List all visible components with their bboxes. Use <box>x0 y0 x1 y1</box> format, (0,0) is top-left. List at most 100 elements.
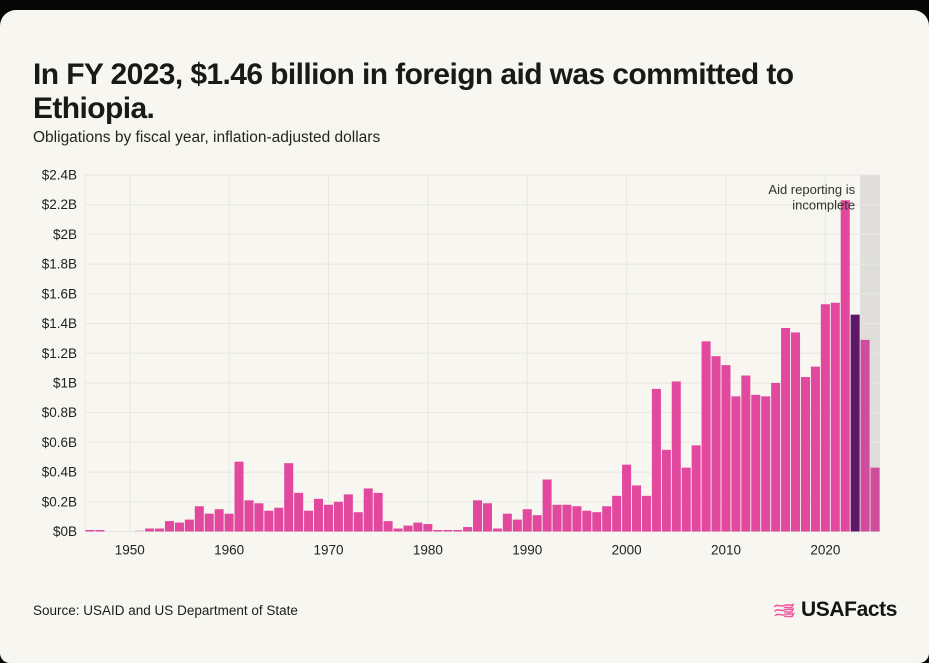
svg-text:$2.4B: $2.4B <box>42 168 77 183</box>
bar-chart: $0B $0.2B $0.4B $0.6B $0.8B $1B $1.2B $1.4B $1.6… <box>0 160 929 585</box>
bar-2018 <box>800 377 810 532</box>
bar-1989 <box>512 519 522 532</box>
svg-text:2000: 2000 <box>612 543 642 558</box>
bar-2007 <box>691 445 701 532</box>
bar-2020 <box>820 304 830 532</box>
bar-1970 <box>323 504 333 532</box>
bar-1973 <box>353 512 363 532</box>
svg-text:$0.4B: $0.4B <box>42 465 77 480</box>
bar-1963 <box>254 503 264 532</box>
svg-text:$1.8B: $1.8B <box>42 257 77 272</box>
svg-text:$1.6B: $1.6B <box>42 286 77 301</box>
bar-1953 <box>155 528 165 532</box>
bar-1985 <box>473 500 483 532</box>
svg-text:2010: 2010 <box>711 543 741 558</box>
svg-text:$0.6B: $0.6B <box>42 435 77 450</box>
page-title: In FY 2023, $1.46 billion in foreign aid… <box>33 58 794 125</box>
bar-2014 <box>761 396 771 532</box>
footer: Source: USAID and US Department of State… <box>33 596 897 624</box>
usafacts-wordmark: USAFacts <box>801 598 897 621</box>
bar-1990 <box>522 509 532 532</box>
bar-1979 <box>413 522 423 532</box>
bar-2009 <box>711 356 721 532</box>
svg-text:$0.8B: $0.8B <box>42 405 77 420</box>
bar-2008 <box>701 341 711 532</box>
bar-1991 <box>532 515 542 532</box>
bar-1965 <box>274 507 284 532</box>
bar-1984 <box>463 527 473 532</box>
bar-1956 <box>184 519 194 532</box>
bar-2016 <box>781 327 791 532</box>
bar-1962 <box>244 500 254 532</box>
bar-1951 <box>135 530 145 532</box>
bar-1960 <box>224 513 234 532</box>
gridlines <box>84 174 880 532</box>
bar-1999 <box>612 495 622 532</box>
bar-1968 <box>304 510 314 532</box>
svg-text:1980: 1980 <box>413 543 443 558</box>
bar-1993 <box>552 504 562 532</box>
bar-1971 <box>333 501 343 532</box>
bar-2006 <box>681 467 691 532</box>
bar-1955 <box>174 522 184 532</box>
svg-text:1990: 1990 <box>512 543 542 558</box>
bar-1947 <box>95 530 105 532</box>
bar-2004 <box>661 449 671 532</box>
bar-2003 <box>651 388 661 532</box>
bar-1961 <box>234 461 244 532</box>
bar-2012 <box>741 375 751 532</box>
bar-1995 <box>572 506 582 532</box>
bar-2023 <box>850 314 860 532</box>
svg-text:1950: 1950 <box>115 543 145 558</box>
bar-1987 <box>492 528 502 532</box>
bar-1980 <box>423 524 433 532</box>
svg-text:2020: 2020 <box>810 543 840 558</box>
bar-1983 <box>453 530 463 532</box>
bar-1994 <box>562 504 572 532</box>
svg-text:incomplete: incomplete <box>792 198 855 213</box>
bars <box>85 200 880 532</box>
bar-2011 <box>731 396 741 532</box>
bar-2000 <box>622 464 632 532</box>
svg-text:$1.2B: $1.2B <box>42 346 77 361</box>
bar-2025 <box>870 467 880 532</box>
bar-1978 <box>403 525 413 532</box>
bar-2005 <box>671 381 681 532</box>
y-axis-labels: $0B $0.2B $0.4B $0.6B $0.8B $1B $1.2B $1.4B $1.6… <box>42 168 77 540</box>
bar-1959 <box>214 509 224 532</box>
bar-2015 <box>771 382 781 532</box>
bar-1992 <box>542 479 552 532</box>
bar-1996 <box>582 510 592 532</box>
svg-text:1960: 1960 <box>214 543 244 558</box>
svg-text:$0.2B: $0.2B <box>42 494 77 509</box>
bar-2013 <box>751 394 761 532</box>
svg-text:$1.4B: $1.4B <box>42 316 77 331</box>
bar-2021 <box>830 302 840 532</box>
usafacts-flag-icon <box>773 603 795 618</box>
chart-subtitle: Obligations by fiscal year, inflation-ad… <box>33 129 381 146</box>
bar-1982 <box>443 530 453 532</box>
bar-1964 <box>264 510 274 532</box>
bar-2001 <box>632 485 642 532</box>
bar-1977 <box>393 528 403 532</box>
bar-1954 <box>164 521 174 532</box>
svg-text:$1B: $1B <box>53 375 77 390</box>
bar-2019 <box>810 366 820 532</box>
bar-1967 <box>294 492 304 532</box>
bar-1998 <box>602 506 612 532</box>
bar-2022 <box>840 200 850 532</box>
svg-text:$2.2B: $2.2B <box>42 197 77 212</box>
bar-1974 <box>363 488 373 532</box>
svg-text:Aid reporting is: Aid reporting is <box>768 182 855 197</box>
chart-card: In FY 2023, $1.46 billion in foreign aid… <box>0 10 929 663</box>
usafacts-logo: USAFacts <box>772 598 897 622</box>
bar-1981 <box>433 530 443 532</box>
bar-1969 <box>314 498 324 532</box>
bar-1997 <box>592 512 602 532</box>
bar-2010 <box>721 365 731 532</box>
bar-1972 <box>343 494 353 532</box>
bar-1957 <box>194 506 204 532</box>
bar-1946 <box>85 530 95 532</box>
source-note: Source: USAID and US Department of State <box>33 602 298 618</box>
